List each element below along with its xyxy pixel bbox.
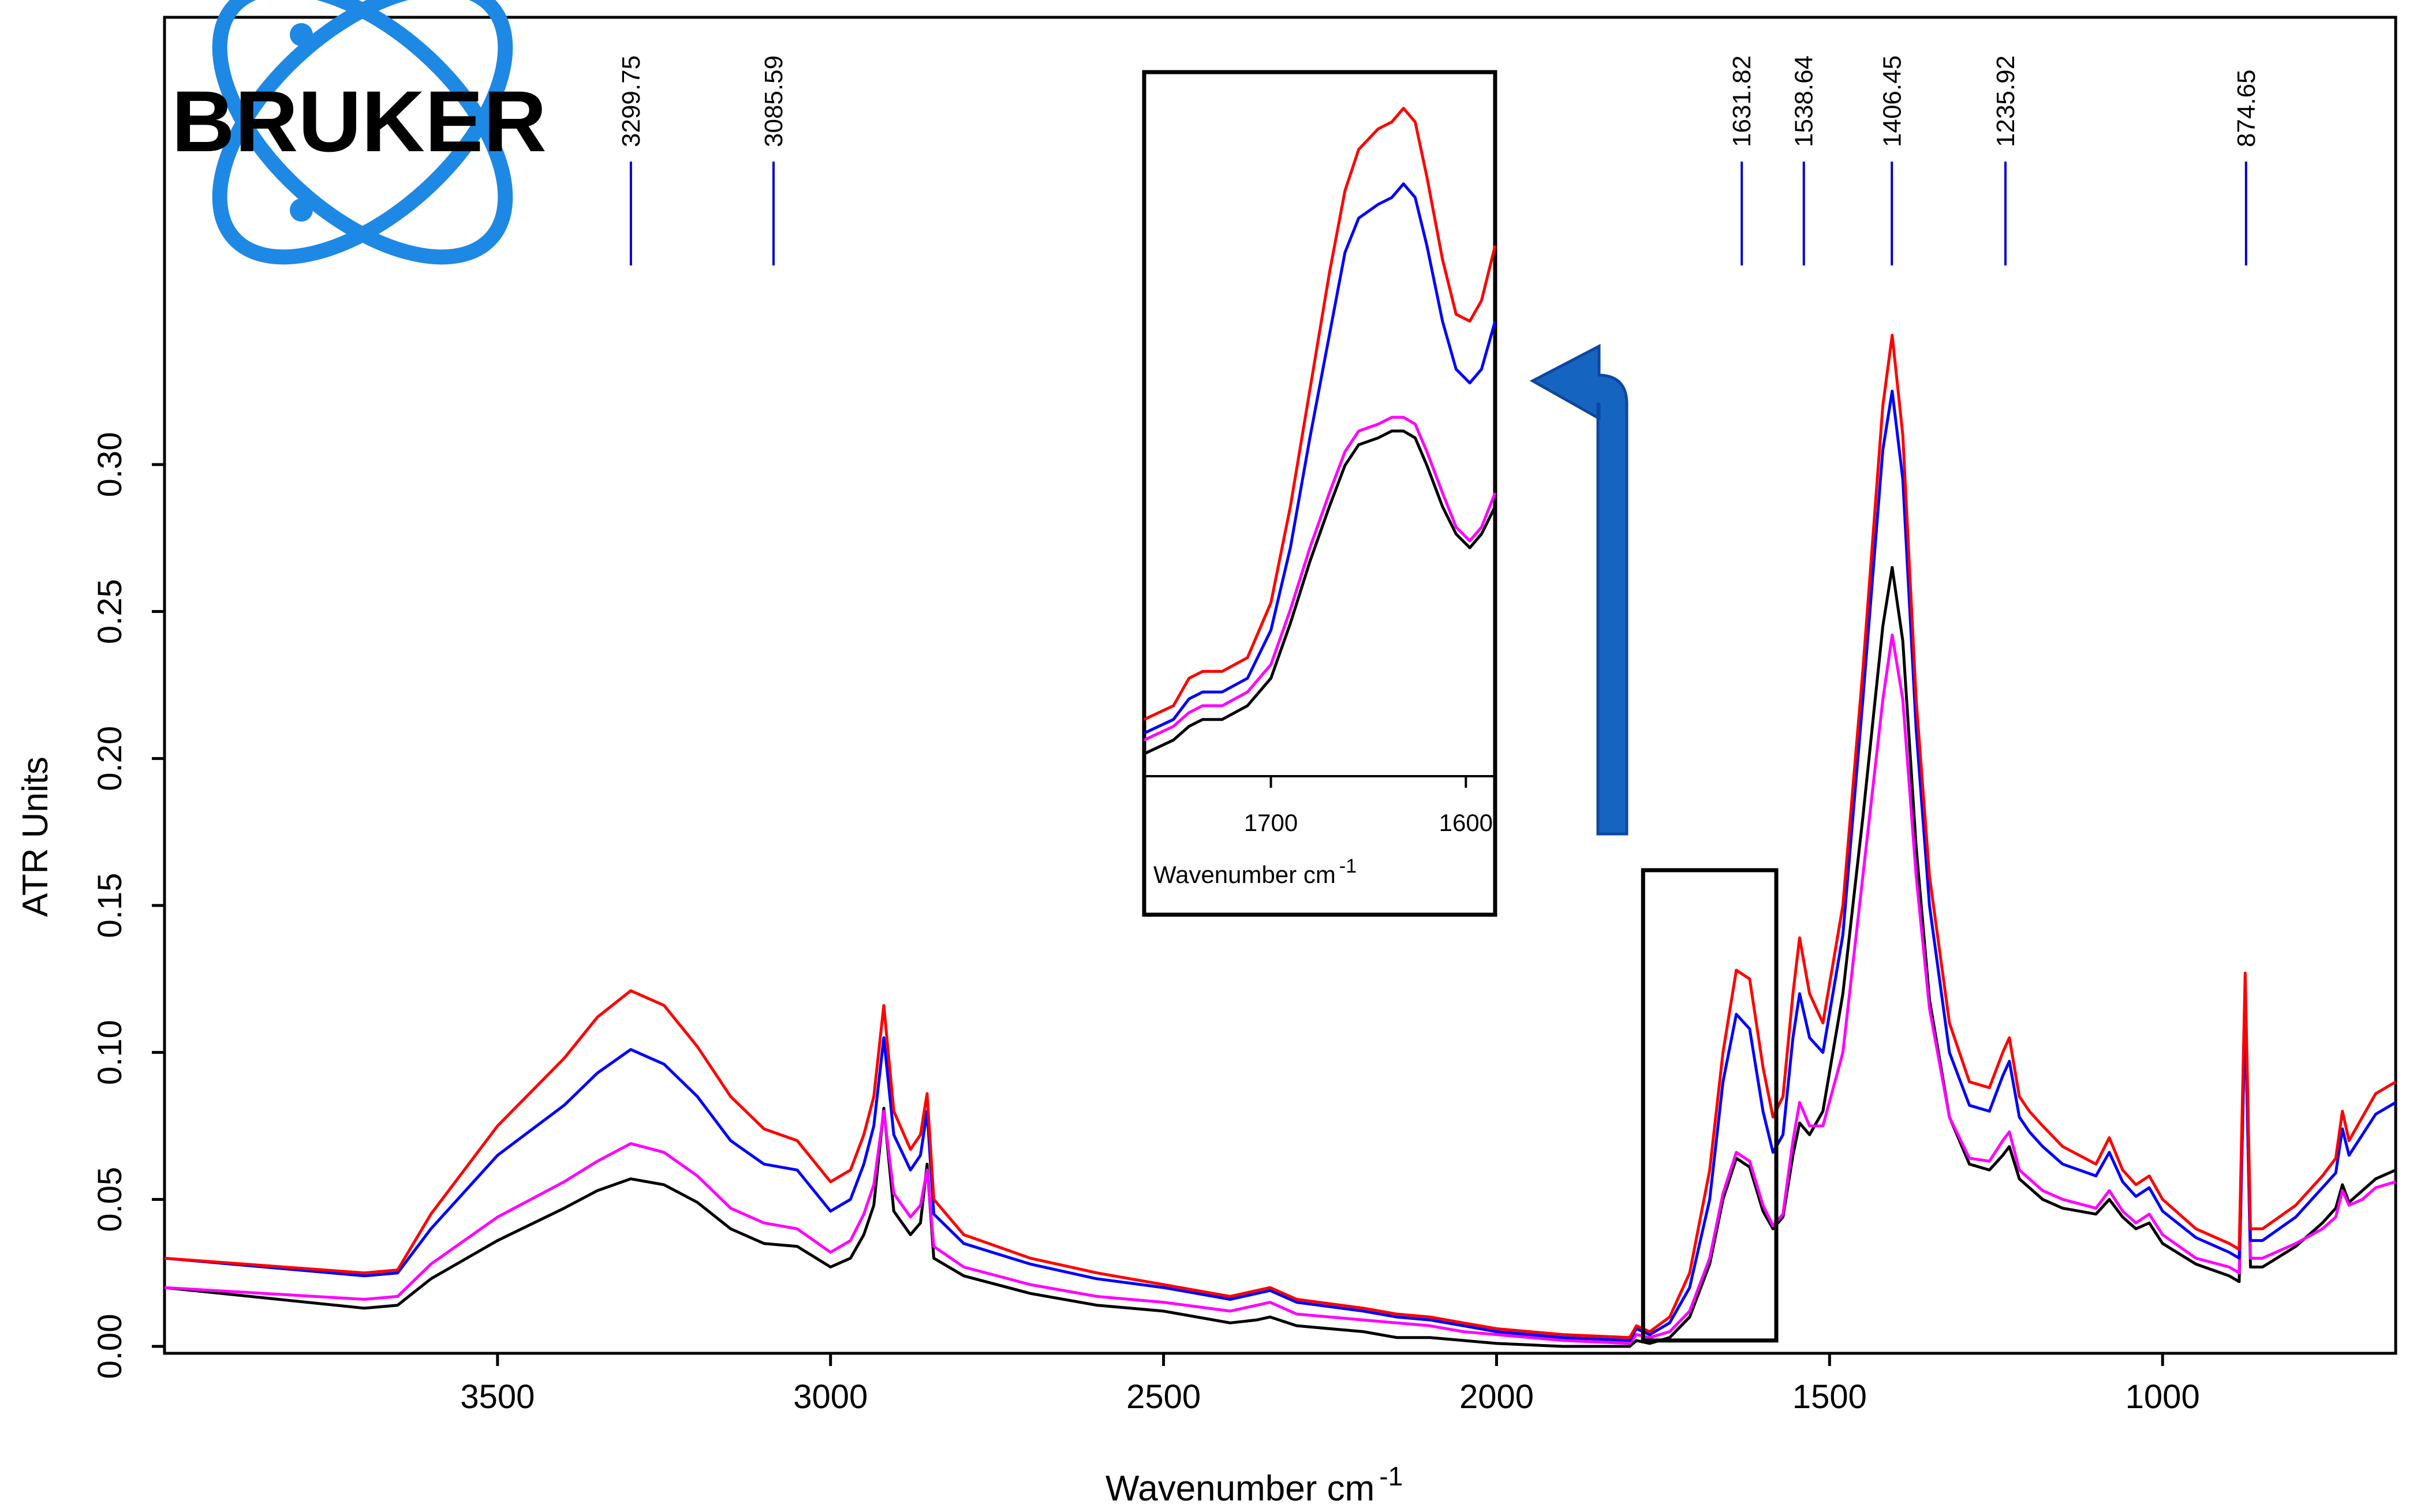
x-tick-label: 3500 xyxy=(460,1378,535,1416)
peak-marker-label: 1631.82 xyxy=(1728,55,1756,147)
series-line-black xyxy=(164,566,2397,1348)
y-tick-label: 0.25 xyxy=(91,579,129,644)
zoom-region-box xyxy=(1641,868,1779,1343)
y-axis: 0.00 0.05 0.10 0.15 0.20 0.25 0.30 xyxy=(91,432,165,1379)
zoom-inset: 1700 1600 Wavenumber cm -1 xyxy=(1142,70,1497,917)
peak-marker-label: 3085.59 xyxy=(760,55,788,147)
logo-node-top xyxy=(290,23,313,46)
x-tick-label: 1500 xyxy=(1792,1378,1867,1416)
inset-series-line-magenta xyxy=(1143,416,1497,742)
inset-x-tick-label: 1600 xyxy=(1439,809,1493,836)
series-line-magenta xyxy=(164,633,2396,1345)
y-tick-label: 0.15 xyxy=(91,873,129,938)
x-tick-label: 1000 xyxy=(2126,1378,2200,1416)
x-axis-title: Wavenumber cm -1 xyxy=(1105,1461,1403,1509)
x-tick-label: 2500 xyxy=(1126,1378,1201,1416)
peak-marker-label: 1235.92 xyxy=(1992,55,2020,147)
y-tick-label: 0.10 xyxy=(91,1020,129,1085)
peak-markers: 3299.75 3085.59 1631.82 1538.64 1406.45 1235.… xyxy=(617,55,2261,265)
brand-name: BRUKER xyxy=(171,73,547,170)
y-axis-title: ATR Units xyxy=(16,757,55,917)
inset-x-axis-title-text: Wavenumber cm xyxy=(1153,861,1336,888)
y-tick-label: 0.20 xyxy=(91,726,129,791)
logo-orbit-right xyxy=(212,0,513,265)
peak-marker-label: 1538.64 xyxy=(1790,55,1818,147)
series-line-red xyxy=(164,334,2397,1339)
zoom-arrow xyxy=(1529,343,1628,836)
logo-node-bottom xyxy=(290,199,313,222)
inset-series-line-red xyxy=(1143,107,1497,721)
inset-series-line-black xyxy=(1143,429,1497,755)
x-axis-title-sup: -1 xyxy=(1379,1461,1403,1491)
inset-x-axis-title-sup: -1 xyxy=(1339,855,1357,877)
inset-series-line-blue xyxy=(1143,182,1497,735)
inset-x-ticks: 1700 1600 xyxy=(1244,776,1493,836)
y-tick-label: 0.05 xyxy=(91,1167,129,1232)
inset-series-layer xyxy=(1143,107,1497,755)
x-axis: 3500 3000 2500 2000 1500 1000 xyxy=(460,1353,2200,1416)
plot-frame xyxy=(163,16,2397,1355)
series-layer xyxy=(164,334,2397,1348)
y-tick-label: 0.30 xyxy=(91,432,129,497)
peak-marker-label: 1406.45 xyxy=(1878,55,1906,147)
x-tick-label: 2000 xyxy=(1459,1378,1534,1416)
y-tick-label: 0.00 xyxy=(91,1314,129,1379)
peak-marker-label: 3299.75 xyxy=(617,55,645,147)
bruker-logo: BRUKER xyxy=(171,0,547,265)
logo-orbit-left xyxy=(212,0,513,265)
x-tick-label: 3000 xyxy=(793,1378,868,1416)
inset-x-tick-label: 1700 xyxy=(1244,809,1298,836)
series-line-blue xyxy=(164,390,2397,1342)
x-axis-title-text: Wavenumber cm xyxy=(1105,1469,1374,1509)
inset-x-axis-title: Wavenumber cm -1 xyxy=(1153,855,1357,888)
peak-marker-label: 874.65 xyxy=(2232,69,2261,147)
